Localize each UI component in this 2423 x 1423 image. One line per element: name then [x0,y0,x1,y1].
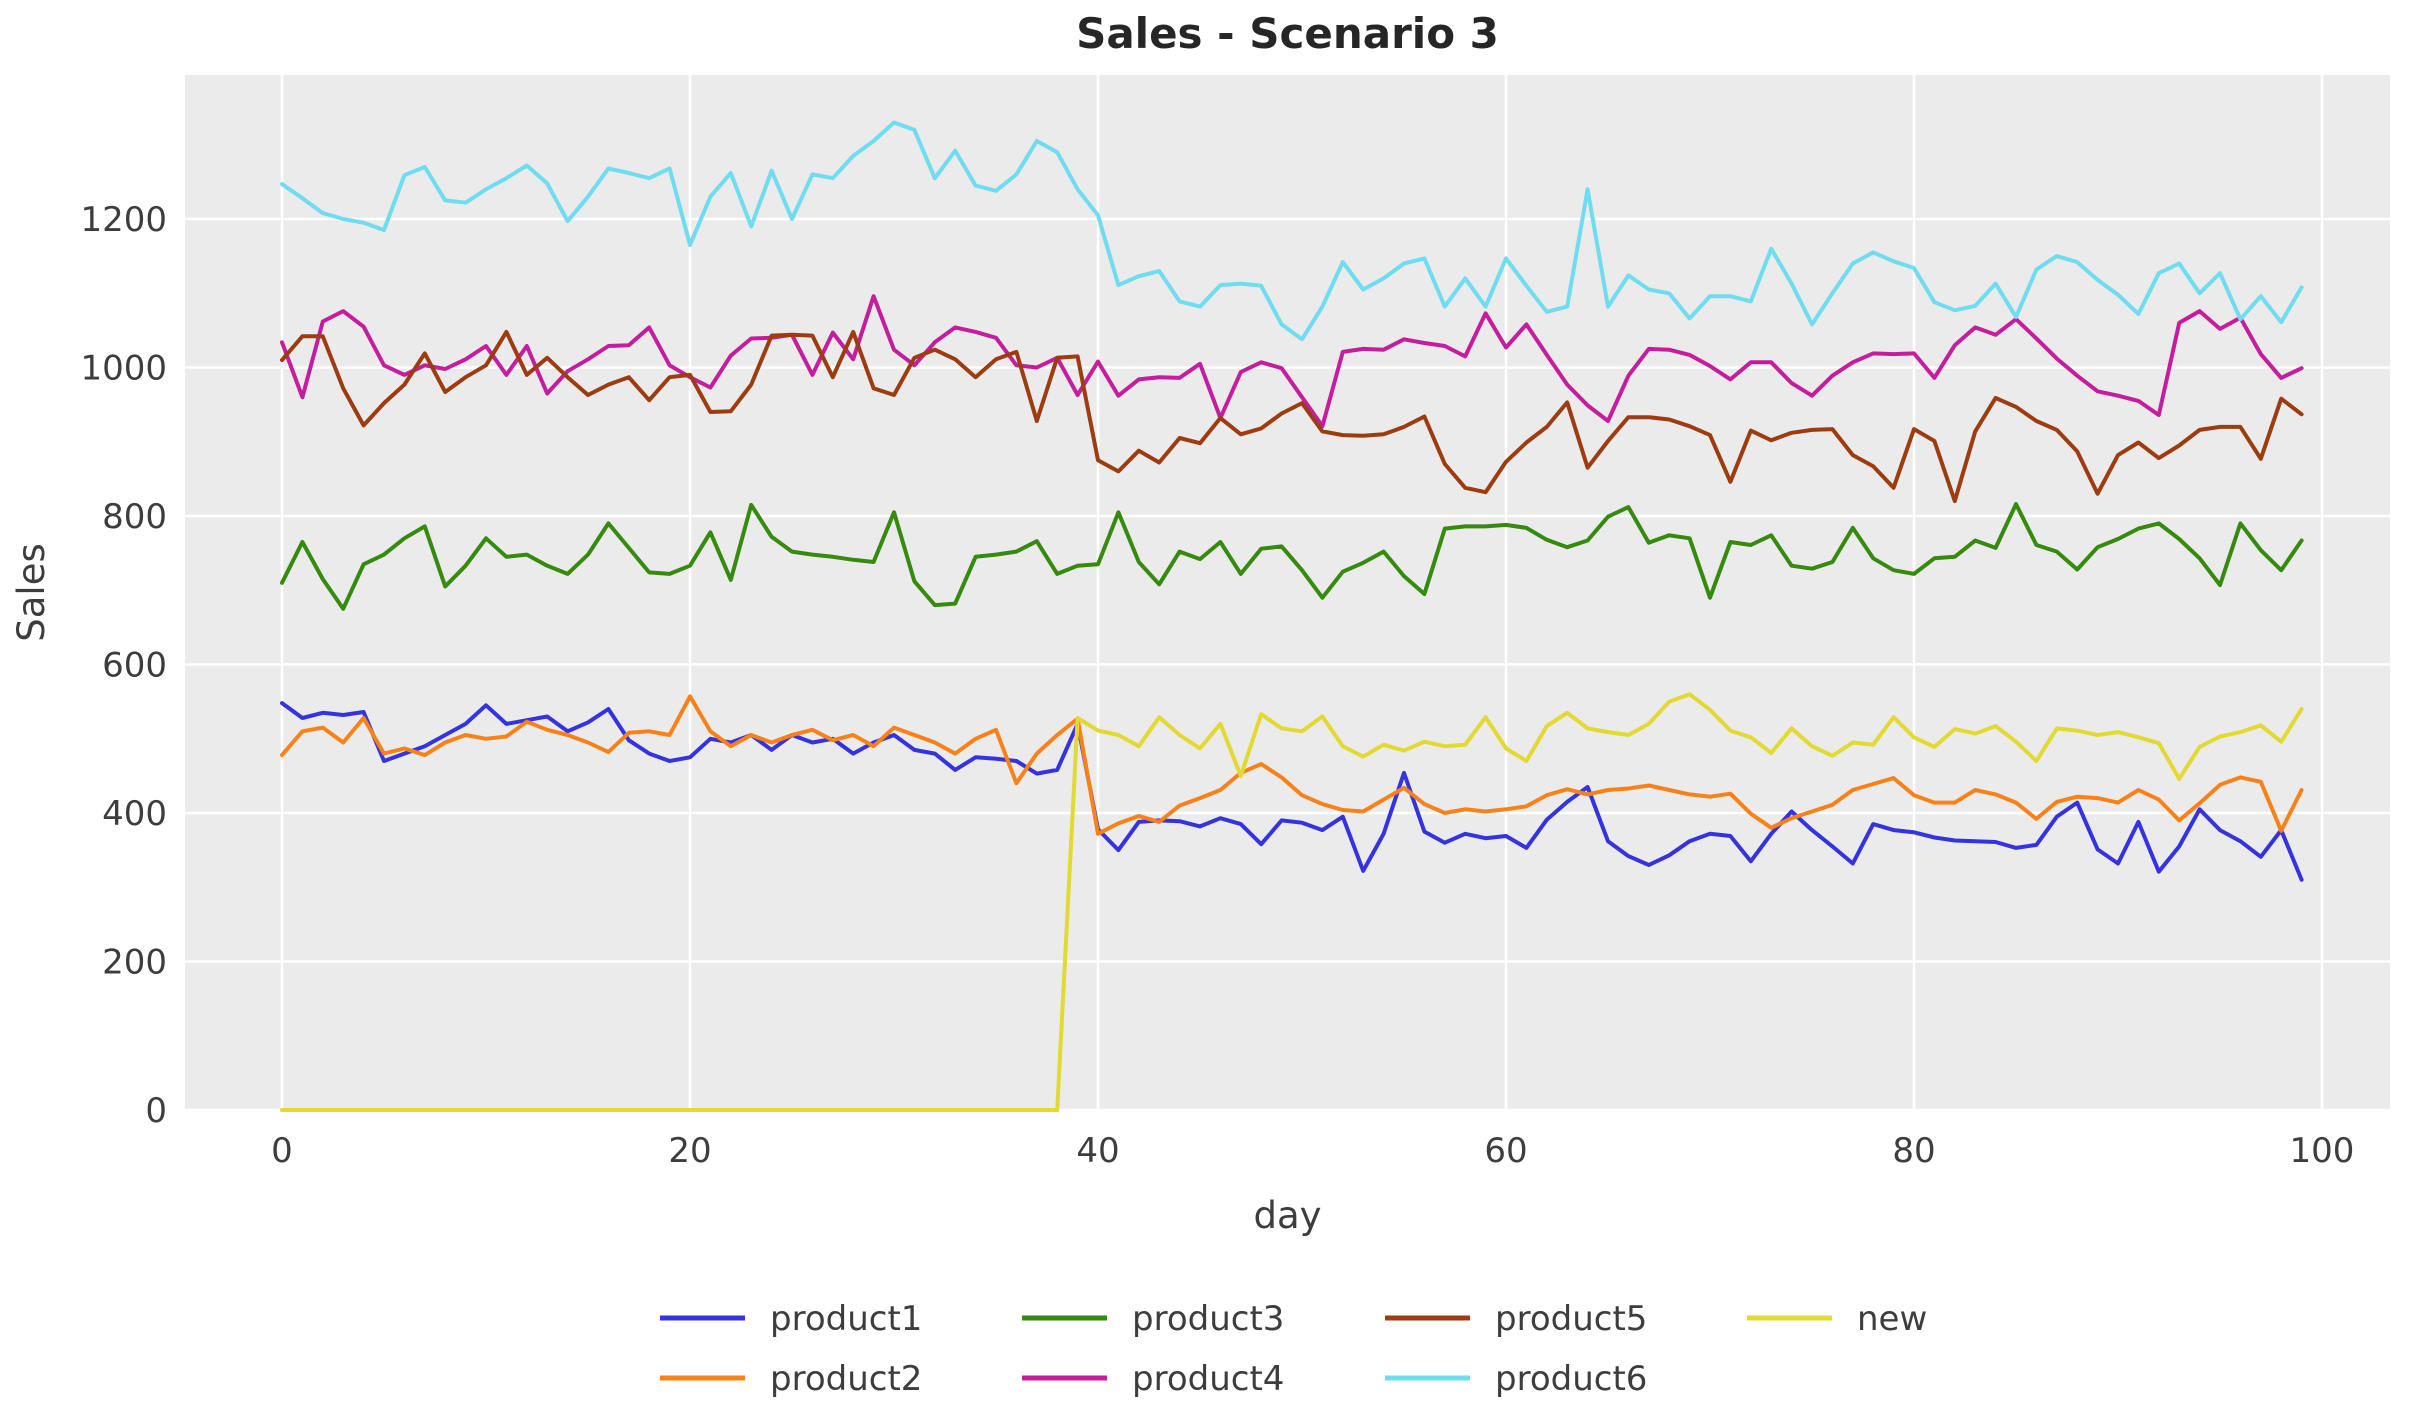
y-tick-label: 200 [102,943,167,983]
x-tick-label: 60 [1484,1131,1527,1171]
x-tick-label: 40 [1076,1131,1119,1171]
legend-label-product6: product6 [1495,1359,1647,1399]
legend-label-new: new [1857,1299,1927,1339]
legend-label-product1: product1 [770,1299,922,1339]
series-line-product5 [280,329,2304,504]
x-tick-label: 80 [1892,1131,1935,1171]
y-tick-label: 0 [145,1091,167,1131]
y-tick-label: 1000 [80,349,167,389]
series-line-product4 [280,294,2304,429]
y-tick-label: 1200 [80,200,167,240]
legend-label-product2: product2 [770,1359,922,1399]
x-tick-label: 100 [2290,1131,2355,1171]
y-tick-label: 800 [102,497,167,537]
x-tick-label: 20 [668,1131,711,1171]
series-line-product1 [280,701,2304,882]
y-tick-label: 400 [102,794,167,834]
plot-area [185,75,2390,1110]
series-line-new [280,692,2304,1112]
y-axis-label: Sales [10,543,53,641]
y-tick-label: 600 [102,646,167,686]
chart-title: Sales - Scenario 3 [1076,9,1499,58]
legend-label-product3: product3 [1132,1299,1284,1339]
x-tick-label: 0 [271,1131,293,1171]
series-line-product3 [280,502,2304,611]
legend-label-product4: product4 [1132,1359,1284,1399]
series-line-product2 [280,694,2304,836]
legend-label-product5: product5 [1495,1299,1647,1339]
series-line-product6 [280,120,2304,342]
x-axis-label: day [1253,1194,1321,1237]
